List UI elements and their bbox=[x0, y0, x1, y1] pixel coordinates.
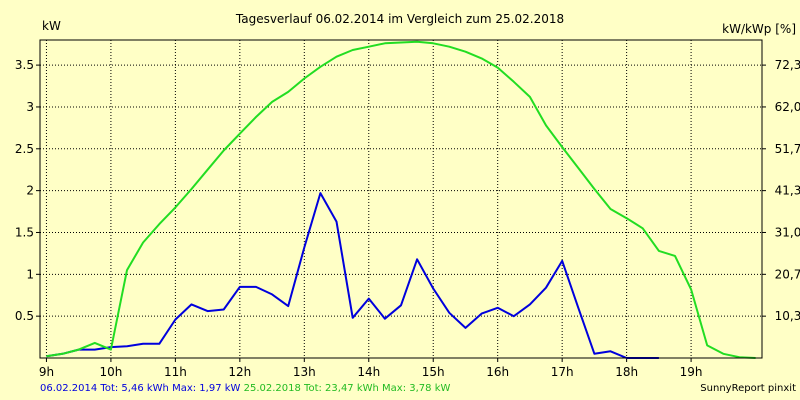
x-tick-label: 18h bbox=[615, 365, 638, 379]
x-tick-label: 15h bbox=[422, 365, 445, 379]
x-tick-label: 12h bbox=[228, 365, 251, 379]
x-tick-label: 19h bbox=[680, 365, 703, 379]
series-lines bbox=[46, 40, 756, 359]
y2-tick-label: 41,3 bbox=[775, 184, 800, 198]
footer-series1-summary: 06.02.2014 Tot: 5,46 kWh Max: 1,97 kW bbox=[40, 383, 241, 394]
y-tick-label: 1 bbox=[26, 267, 34, 281]
grid bbox=[40, 40, 762, 358]
y-tick-label: 0.5 bbox=[15, 309, 34, 323]
plot-frame bbox=[39, 39, 763, 359]
footer-credit: SunnyReport pinxit bbox=[700, 383, 796, 394]
y2-tick-label: 31,0 bbox=[775, 225, 800, 239]
x-tick-label: 10h bbox=[99, 365, 122, 379]
footer-summary: 06.02.2014 Tot: 5,46 kWh Max: 1,97 kW 25… bbox=[40, 383, 450, 394]
y2-tick-label: 72,3 bbox=[775, 58, 800, 72]
y-tick-label: 2.5 bbox=[15, 142, 34, 156]
x-tick-label: 16h bbox=[486, 365, 509, 379]
y-axis-right-label: kW/kWp [%] bbox=[722, 22, 796, 36]
x-tick-label: 14h bbox=[357, 365, 380, 379]
y2-tick-label: 20,7 bbox=[775, 267, 800, 281]
series-line-1 bbox=[46, 192, 659, 359]
x-tick-label: 11h bbox=[164, 365, 187, 379]
y-tick-label: 2 bbox=[26, 184, 34, 198]
y-axis-left-label: kW bbox=[42, 19, 61, 33]
series-line-2 bbox=[46, 40, 756, 359]
footer-series2-summary: 25.02.2018 Tot: 23,47 kWh Max: 3,78 kW bbox=[243, 383, 451, 394]
y2-tick-label: 10,3 bbox=[775, 309, 800, 323]
x-tick-label: 9h bbox=[39, 365, 54, 379]
y2-tick-label: 62,0 bbox=[775, 100, 800, 114]
y-tick-label: 3 bbox=[26, 100, 34, 114]
axis-ticks: 9h 10h 11h 12h 13h 14h 15h 16h 17h 18h 19h 0.5 1 1.5 2… bbox=[15, 58, 800, 379]
chart-title: Tagesverlauf 06.02.2014 im Vergleich zum… bbox=[235, 12, 564, 26]
y-tick-label: 3.5 bbox=[15, 58, 34, 72]
y2-tick-label: 51,7 bbox=[775, 142, 800, 156]
x-tick-label: 13h bbox=[293, 365, 316, 379]
y-tick-label: 1.5 bbox=[15, 225, 34, 239]
x-tick-label: 17h bbox=[551, 365, 574, 379]
